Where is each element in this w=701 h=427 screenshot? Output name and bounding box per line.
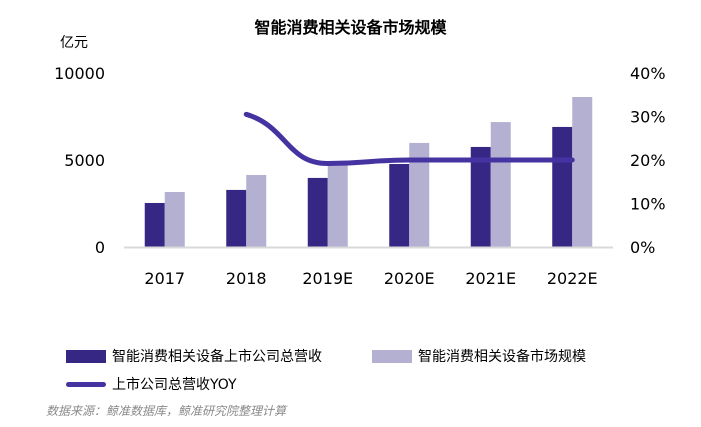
y-tick-label: 0 bbox=[95, 238, 105, 257]
y-tick-label: 5000 bbox=[64, 151, 105, 170]
y2-tick-label: 0% bbox=[630, 238, 655, 257]
bar-revenue bbox=[226, 189, 247, 247]
x-tick-label: 2020E bbox=[384, 269, 435, 288]
source-note: 数据来源：鲸准数据库，鲸准研究院整理计算 bbox=[46, 404, 287, 418]
x-tick-label: 2021E bbox=[465, 269, 516, 288]
legend-swatch bbox=[66, 349, 106, 363]
bar-market bbox=[490, 122, 511, 247]
y2-tick-label: 20% bbox=[630, 151, 666, 170]
bar-market bbox=[572, 97, 593, 248]
legend-line bbox=[66, 381, 106, 387]
legend-label: 智能消费相关设备上市公司总营收 bbox=[112, 349, 322, 365]
legend-item-market: 智能消费相关设备市场规模 bbox=[372, 346, 586, 366]
plot-area: 0 5000 10000 0% 10% 20% 30% 40% 2017 2018 2019E 202… bbox=[54, 64, 666, 288]
y-tick-label: 10000 bbox=[54, 64, 105, 83]
bar-market bbox=[246, 174, 267, 247]
bar-revenue bbox=[307, 177, 328, 247]
bar-revenue bbox=[552, 126, 573, 247]
legend-item-revenue: 智能消费相关设备上市公司总营收 bbox=[66, 346, 322, 366]
legend-label: 智能消费相关设备市场规模 bbox=[418, 349, 586, 365]
legend-item-yoy: 上市公司总营收YOY bbox=[66, 374, 237, 394]
legend-label: 上市公司总营收YOY bbox=[112, 377, 237, 393]
bar-market bbox=[327, 161, 348, 247]
y-axis-unit: 亿元 bbox=[60, 35, 88, 51]
y2-tick-label: 40% bbox=[630, 64, 666, 83]
y2-tick-label: 10% bbox=[630, 195, 666, 214]
x-tick-label: 2022E bbox=[547, 269, 598, 288]
bar-revenue bbox=[389, 164, 410, 247]
y2-tick-label: 30% bbox=[630, 108, 666, 127]
chart-title: 智能消费相关设备市场规模 bbox=[254, 18, 447, 37]
bar-market bbox=[164, 192, 185, 247]
bar-revenue bbox=[470, 146, 491, 247]
bar-market bbox=[409, 142, 430, 247]
x-tick-label: 2019E bbox=[302, 269, 353, 288]
x-tick-label: 2017 bbox=[144, 269, 185, 288]
bar-revenue bbox=[144, 202, 165, 247]
legend-swatch bbox=[372, 349, 412, 363]
x-tick-label: 2018 bbox=[226, 269, 267, 288]
